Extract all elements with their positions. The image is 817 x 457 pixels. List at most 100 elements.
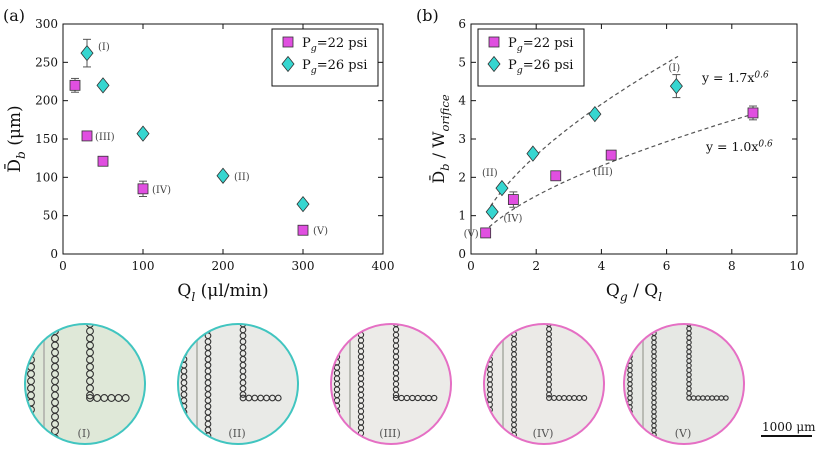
- data-point: [480, 227, 492, 239]
- data-point: [137, 183, 149, 195]
- fit-curve: [490, 55, 679, 207]
- chart-b: 0 2 4 6 8 10 0 1 2 3 4 5 6 y = 1.7x0.6​ y = 1.0x0.6​ (V…: [427, 17, 805, 304]
- bubble: [180, 338, 188, 345]
- bubble: [121, 394, 130, 402]
- data-point: [526, 145, 540, 162]
- data-point: [81, 130, 93, 142]
- data-point: [669, 77, 683, 95]
- x-tick-label: 0: [59, 259, 67, 273]
- y-tick-label: 6: [458, 17, 466, 31]
- bubble: [487, 421, 493, 428]
- x-tick-label: 2: [532, 259, 540, 273]
- y-tick-label: 1: [458, 209, 466, 223]
- bubble: [333, 337, 341, 344]
- data-point: [485, 203, 499, 220]
- data-point: [136, 125, 150, 142]
- x-tick-label: 10: [789, 259, 804, 273]
- data-point: [69, 79, 81, 91]
- bubble: [180, 414, 188, 422]
- bubble: [487, 324, 493, 327]
- data-point: [297, 224, 309, 236]
- panel-b-label: (b): [416, 6, 439, 25]
- bubble: [487, 426, 493, 433]
- micrograph-ring: [623, 323, 745, 445]
- bubble: [27, 341, 35, 350]
- y-axis-label: D̄b​ (μm): [3, 105, 28, 172]
- x-tick-label: 4: [598, 259, 606, 273]
- data-point: [296, 196, 310, 213]
- y-tick-label: 200: [35, 94, 58, 108]
- x-axis-label: Ql​ (μl/min): [177, 281, 268, 304]
- bubble: [627, 330, 633, 336]
- bubble: [511, 436, 517, 443]
- bubble: [180, 326, 188, 334]
- bubble: [627, 325, 633, 332]
- panel-a-label: (a): [3, 6, 26, 25]
- bubble: [627, 427, 633, 434]
- bubble: [180, 426, 188, 434]
- legend-marker: [487, 55, 501, 73]
- legend-label: Pg​=26 psi: [508, 58, 573, 76]
- point-annotation: (II): [482, 168, 498, 179]
- bubble: [204, 438, 212, 444]
- micrograph-ring: [330, 323, 452, 445]
- micrograph-label: (V): [675, 427, 692, 440]
- bubble: [180, 332, 188, 340]
- point-annotation: (III): [95, 132, 115, 143]
- bubble: [333, 342, 341, 349]
- bubble: [239, 391, 247, 398]
- bubble: [487, 416, 493, 423]
- bubble: [333, 326, 341, 333]
- x-tick-label: 300: [292, 259, 315, 273]
- bubble: [581, 395, 588, 401]
- bubble: [392, 391, 400, 399]
- point-annotation: (V): [464, 229, 479, 240]
- bubble: [27, 324, 35, 328]
- point-annotation: (IV): [503, 214, 522, 225]
- micrograph-ring: [24, 323, 146, 445]
- bubble: [180, 344, 188, 351]
- micrograph-label: (III): [379, 427, 401, 440]
- micrograph-ring: [177, 323, 299, 445]
- bubble: [627, 418, 633, 424]
- fit-equation: y = 1.7x0.6​: [701, 70, 769, 85]
- point-annotation: (I): [98, 42, 110, 53]
- legend-marker: [281, 55, 295, 73]
- bubble: [487, 346, 493, 353]
- bubble: [487, 326, 493, 332]
- bubble: [180, 432, 188, 440]
- point-annotation: (IV): [152, 185, 171, 196]
- fit-curve: [483, 113, 755, 233]
- bubble: [51, 324, 59, 328]
- data-point: [80, 44, 94, 62]
- micrograph-ring: [483, 323, 605, 445]
- y-tick-label: 100: [35, 170, 58, 184]
- bubble: [627, 432, 633, 438]
- point-annotation: (I): [668, 63, 680, 74]
- y-tick-label: 0: [50, 247, 58, 261]
- bubble: [487, 336, 493, 343]
- point-annotation: (III): [593, 167, 613, 178]
- point-annotation: (V): [313, 226, 328, 237]
- x-tick-label: 200: [212, 259, 235, 273]
- micrograph-label: (IV): [533, 427, 554, 440]
- data-point: [507, 194, 519, 205]
- bubble: [333, 324, 341, 328]
- bubble: [180, 420, 188, 428]
- micrograph: [331, 324, 451, 444]
- fit-equation: y = 1.0x0.6​: [705, 139, 773, 154]
- bubble: [627, 324, 633, 327]
- micrograph-strip: (I) (II) (III) (IV) (V): [24, 323, 745, 445]
- bubble: [357, 324, 365, 328]
- y-tick-label: 4: [458, 94, 466, 108]
- y-tick-label: 3: [458, 132, 466, 146]
- y-tick-label: 150: [35, 132, 58, 146]
- x-tick-label: 0: [467, 259, 475, 273]
- y-tick-label: 0: [458, 247, 466, 261]
- data-point: [747, 107, 759, 119]
- data-point: [96, 77, 110, 94]
- legend-label: Pg​=22 psi: [302, 36, 367, 54]
- bubble: [431, 394, 438, 402]
- x-axis-label: Qg​ / Ql​: [606, 281, 662, 304]
